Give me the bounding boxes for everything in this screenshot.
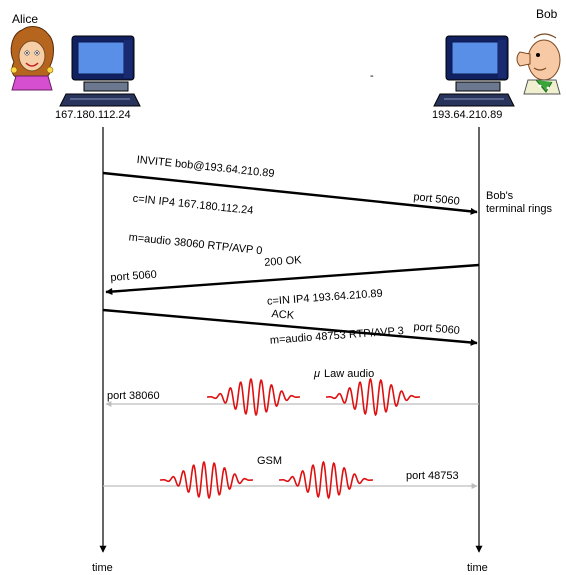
mulaw-waveform-left bbox=[207, 377, 300, 417]
bob-ip: 193.64.210.89 bbox=[432, 109, 503, 121]
ok-message: 200 OK c=IN IP4 193.64.210.89 m=audio 48… bbox=[262, 221, 406, 373]
gsm-label: GSM bbox=[257, 455, 283, 467]
ok-line-1: 200 OK bbox=[263, 254, 302, 269]
mulaw-waveform-right bbox=[326, 377, 420, 417]
separator-dash: - bbox=[370, 70, 374, 82]
bob-computer-icon bbox=[433, 35, 515, 107]
ack-arrow bbox=[102, 308, 478, 346]
mu-symbol: μ bbox=[314, 368, 321, 380]
invite-line-2: c=IN IP4 167.180.112.24 bbox=[132, 192, 254, 218]
ok-arrow bbox=[105, 263, 480, 296]
invite-line-3: m=audio 38060 RTP/AVP 0 bbox=[128, 231, 263, 258]
invite-message: INVITE bob@193.64.210.89 c=IN IP4 167.18… bbox=[125, 128, 277, 284]
alice-avatar-icon bbox=[10, 26, 54, 91]
invite-arrow bbox=[102, 171, 478, 215]
bob-avatar-icon bbox=[516, 33, 561, 95]
invite-line-1: INVITE bob@193.64.210.89 bbox=[136, 153, 275, 181]
time-label-bob: time bbox=[467, 562, 488, 574]
gsm-port-label: port 48753 bbox=[406, 470, 459, 482]
time-label-alice: time bbox=[92, 562, 113, 574]
mulaw-label: μ Law audio bbox=[314, 368, 374, 381]
bob-rings-line-2: terminal rings bbox=[486, 203, 553, 215]
mulaw-text: Law audio bbox=[324, 368, 375, 380]
bob-rings-line-1: Bob's bbox=[486, 190, 514, 202]
gsm-waveform-left bbox=[160, 460, 253, 500]
alice-name: Alice bbox=[12, 12, 39, 26]
gsm-waveform-right bbox=[279, 460, 373, 500]
mulaw-port-label: port 38060 bbox=[107, 390, 160, 402]
ok-line-3: m=audio 48753 RTP/AVP 3 bbox=[269, 325, 405, 347]
alice-ip: 167.180.112.24 bbox=[55, 109, 131, 121]
ack-label: ACK bbox=[270, 308, 295, 322]
alice-computer-icon bbox=[59, 35, 141, 107]
bob-rings-note: Bob's terminal rings bbox=[486, 190, 552, 216]
bob-name: Bob bbox=[536, 7, 558, 21]
ok-line-2: c=IN IP4 193.64.210.89 bbox=[266, 287, 384, 308]
